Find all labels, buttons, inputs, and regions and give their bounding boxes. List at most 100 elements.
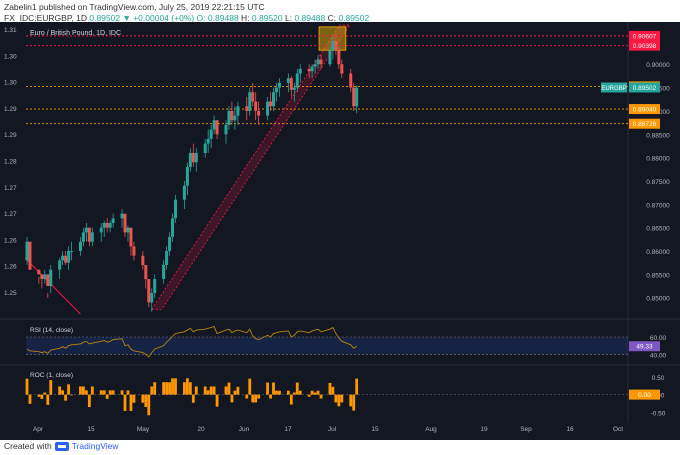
candle-body — [49, 269, 53, 287]
candle-body — [132, 246, 136, 256]
roc-bar — [286, 390, 290, 395]
roc-bar — [99, 390, 103, 395]
time-tick: 15 — [371, 426, 379, 433]
high-label: H: — [241, 13, 250, 23]
roc-bar — [150, 386, 154, 395]
roc-bar — [105, 394, 109, 399]
roc-bar — [168, 382, 171, 395]
roc-bar — [82, 386, 85, 395]
roc-bar — [230, 394, 234, 403]
candle-body — [105, 223, 109, 228]
tradingview-logo-icon — [54, 441, 69, 451]
roc-bar — [191, 394, 195, 403]
roc-last-box — [629, 389, 660, 400]
roc-bar — [212, 386, 216, 395]
roc-bar — [319, 394, 323, 399]
roc-bar — [307, 394, 311, 397]
roc-title: ROC (1, close) — [30, 372, 73, 379]
candle-body — [277, 82, 281, 88]
candle-body — [61, 255, 65, 261]
roc-bar — [289, 394, 293, 405]
candle-body — [224, 124, 228, 135]
roc-bar — [257, 394, 261, 399]
time-tick: 16 — [566, 426, 574, 433]
left-axis-tick: 1.29 — [4, 106, 17, 113]
left-axis-tick: 1.30 — [4, 80, 17, 87]
roc-bar — [331, 386, 335, 395]
candle-body — [165, 251, 169, 266]
rising-channel — [150, 24, 351, 310]
symbol-label: FX_IDC:EURGBP, 1D — [4, 13, 87, 23]
footer-brand: TradingView — [71, 441, 119, 451]
candle-body — [272, 92, 276, 107]
candle-body — [340, 64, 344, 74]
roc-bar — [188, 382, 192, 395]
low-label: L: — [285, 13, 293, 23]
left-axis-tick: 1.28 — [4, 159, 17, 166]
candle-body — [245, 106, 249, 111]
candle-body — [174, 199, 177, 219]
roc-bar — [278, 390, 281, 395]
right-axis-tick: 0.85000 — [646, 296, 670, 303]
candle-body — [215, 120, 219, 135]
roc-bar — [272, 382, 275, 395]
roc-bar — [316, 390, 320, 395]
time-tick: May — [137, 426, 150, 433]
candle-body — [313, 64, 317, 67]
candle-body — [328, 50, 332, 65]
candle-body — [316, 59, 320, 65]
time-axis: Apr 15 May 20 Jun 17 Jul 15 Aug 19 Sep 16 Oct — [33, 426, 623, 433]
candle-body — [254, 101, 258, 111]
roc-bar — [67, 384, 70, 395]
roc-bar — [147, 394, 151, 416]
candle-body — [295, 73, 299, 88]
roc-bar — [25, 378, 29, 395]
candle-body — [171, 218, 175, 238]
roc-bar — [209, 386, 213, 395]
time-tick: Apr — [33, 426, 44, 433]
roc-bar — [355, 378, 359, 395]
roc-bar — [141, 394, 145, 403]
roc-bar — [87, 394, 91, 408]
candle-body — [168, 237, 172, 252]
price-pane[interactable]: 0.900000.895000.890000.885000.880000.875… — [0, 22, 680, 423]
roc-bar — [153, 382, 157, 395]
high-value: 0.89520 — [251, 13, 283, 23]
roc-bar — [183, 382, 186, 395]
roc-bar — [292, 392, 296, 395]
right-axis-tick: 0.88000 — [646, 156, 670, 163]
right-axis-tick: 0.88500 — [646, 132, 670, 139]
roc-bar — [37, 394, 41, 397]
level-label: 0.90398 — [633, 43, 657, 50]
candle-body — [40, 274, 44, 280]
roc-bar — [298, 390, 302, 395]
footer-text: Created with — [4, 441, 52, 451]
rsi-tick: 40.00 — [650, 352, 667, 359]
candle-body — [230, 110, 234, 121]
roc-bar — [171, 378, 174, 395]
candle-body — [292, 87, 296, 90]
roc-bar — [269, 394, 272, 399]
rsi-band — [26, 337, 628, 355]
roc-bar — [227, 382, 231, 395]
left-axis-tick: 1.25 — [4, 290, 17, 297]
time-tick: 17 — [284, 426, 292, 433]
chart-canvas[interactable]: 0.900000.895000.890000.885000.880000.875… — [0, 22, 680, 440]
roc-bar — [224, 386, 228, 395]
roc-last-label: 0.00 — [638, 392, 651, 399]
candle-body — [108, 223, 112, 228]
candle-body — [64, 255, 68, 263]
roc-bar — [340, 394, 344, 403]
roc-bar — [349, 394, 353, 407]
candle-body — [206, 138, 210, 144]
candle-body — [46, 274, 50, 287]
rsi-last-box — [629, 341, 660, 352]
candle-body — [144, 265, 148, 280]
candle-body — [67, 251, 71, 263]
candle-body — [298, 68, 302, 74]
time-tick: 20 — [197, 426, 205, 433]
candle-body — [310, 66, 314, 72]
roc-bar — [40, 394, 44, 399]
